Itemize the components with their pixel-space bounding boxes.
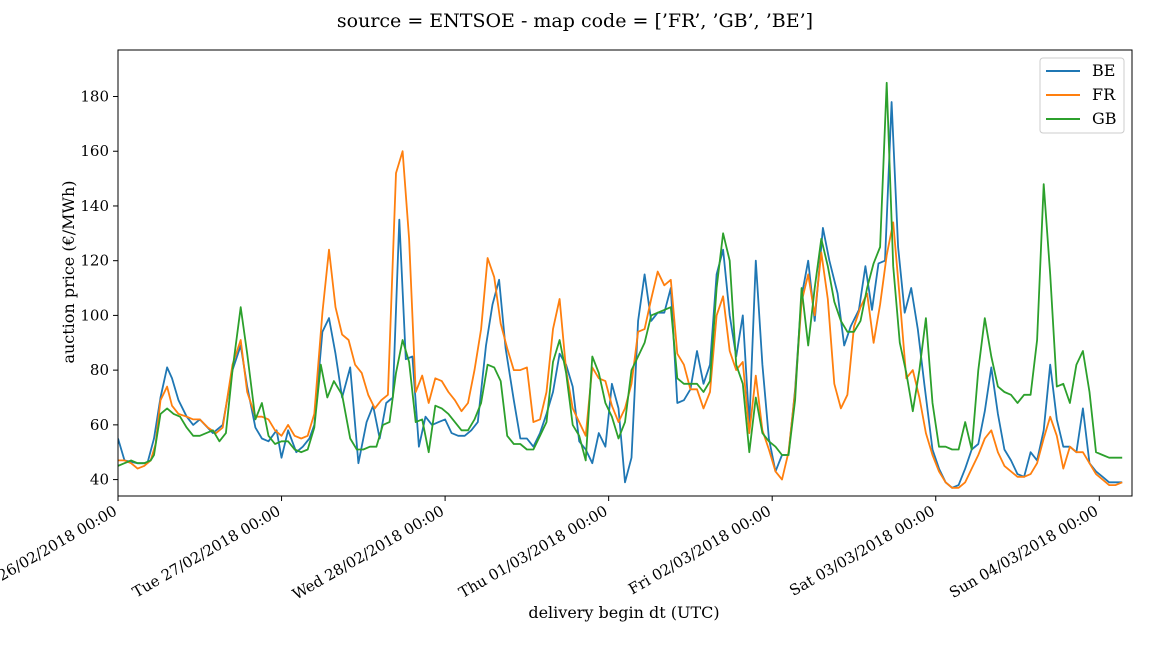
x-tick-label: Tue 27/02/2018 00:00 [129, 502, 283, 601]
x-tick-label: Fri 02/03/2018 00:00 [625, 502, 774, 598]
series-line-gb [118, 81, 1123, 467]
series-layer [118, 81, 1123, 489]
plot-frame [117, 49, 1133, 497]
x-axis-label: delivery begin dt (UTC) [528, 603, 719, 622]
y-tick-label: 160 [80, 142, 109, 160]
legend-label-be: BE [1092, 61, 1115, 80]
series-line-be [118, 101, 1123, 489]
y-tick-label: 120 [80, 252, 109, 270]
x-tick-label: Sat 03/03/2018 00:00 [786, 502, 937, 600]
y-tick-label: 100 [80, 306, 109, 324]
legend-box [1039, 57, 1125, 134]
series-line-fr [118, 150, 1123, 489]
x-tick-label: Thu 01/03/2018 00:00 [456, 502, 611, 602]
y-tick-label: 140 [80, 197, 109, 215]
x-tick-label: Wed 28/02/2018 00:00 [289, 502, 447, 604]
x-tick-label: Mon 26/02/2018 00:00 [0, 502, 120, 604]
y-tick-label: 40 [90, 471, 109, 489]
y-axis-label: auction price (€/MWh) [59, 180, 78, 363]
chart-title: source = ENTSOE - map code = [’FR’, ’GB’… [336, 10, 814, 32]
y-tick-label: 180 [80, 88, 109, 106]
x-tick-label: Sun 04/03/2018 00:00 [946, 502, 1101, 602]
legend: BE FR GB [1039, 57, 1125, 134]
legend-label-fr: FR [1092, 85, 1116, 104]
y-axis: 40 60 80 100 120 140 160 180 [80, 88, 118, 489]
legend-label-gb: GB [1092, 109, 1117, 128]
y-tick-label: 60 [90, 416, 109, 434]
y-tick-label: 80 [90, 361, 109, 379]
